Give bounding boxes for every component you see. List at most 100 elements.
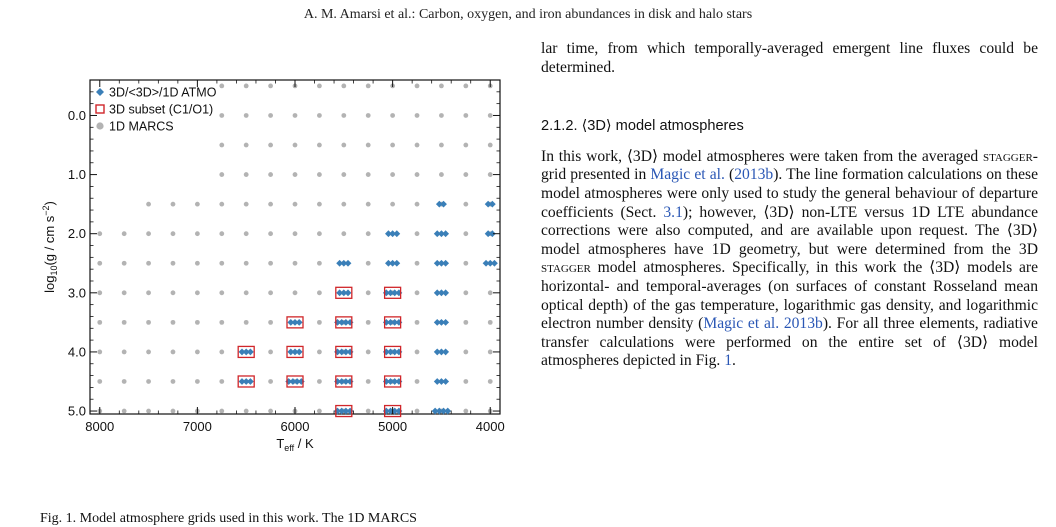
y-tick-label: 4.0 <box>68 344 86 359</box>
marcs-point <box>268 319 273 325</box>
marcs-point <box>121 379 127 384</box>
marcs-point <box>121 231 127 237</box>
marcs-point <box>487 113 493 118</box>
atmo-point <box>385 259 392 267</box>
marcs-point <box>219 231 225 237</box>
marcs-point <box>194 201 200 207</box>
marcs-point <box>170 408 176 414</box>
citation-link[interactable]: Magic et al. 2013b <box>703 315 823 333</box>
marcs-point <box>317 83 322 89</box>
marcs-point <box>243 201 249 207</box>
marcs-point <box>121 408 127 414</box>
marcs-point <box>268 142 273 148</box>
atmo-point <box>444 407 452 415</box>
atmo-point <box>338 378 346 385</box>
figure-caption: Fig. 1. Model atmosphere grids used in t… <box>40 511 417 526</box>
marcs-point <box>146 408 151 414</box>
marcs-point <box>146 379 151 384</box>
marcs-point <box>414 201 420 207</box>
atmo-point <box>435 407 443 415</box>
citation-year-link[interactable]: 2013b <box>734 166 774 184</box>
atmo-point <box>442 259 450 267</box>
marcs-point <box>414 408 420 414</box>
marcs-point <box>414 172 420 177</box>
atmo-point <box>484 230 492 238</box>
marcs-point <box>219 113 225 118</box>
atmo-point <box>438 318 445 326</box>
marcs-point <box>414 319 420 325</box>
atmo-point <box>389 230 397 238</box>
atmo-point <box>482 259 490 267</box>
marcs-point <box>121 290 127 296</box>
atmo-point <box>387 378 394 385</box>
marcs-point <box>219 290 225 296</box>
marcs-point <box>317 201 322 207</box>
atmo-point <box>491 259 498 267</box>
atmo-point <box>344 289 352 297</box>
marcs-point <box>390 172 396 177</box>
text-run: ). For all three elements, radiative tra… <box>541 315 1038 370</box>
marcs-point <box>414 113 420 118</box>
marcs-point <box>219 260 225 266</box>
atmo-point <box>440 200 447 208</box>
marcs-point <box>97 379 103 384</box>
atmo-point <box>438 230 445 238</box>
marcs-point <box>414 349 420 355</box>
subsection-heading: 2.1.2. ⟨3D⟩ model atmospheres <box>541 118 744 135</box>
marcs-point <box>97 349 103 355</box>
marcs-point <box>365 113 371 118</box>
marcs-point <box>243 172 249 177</box>
marcs-point <box>341 142 347 148</box>
x-tick-label: 8000 <box>85 419 114 434</box>
marcs-point <box>365 142 371 148</box>
marcs-point <box>219 201 225 207</box>
atmo-point <box>287 318 295 326</box>
subset-marker <box>383 316 402 329</box>
marcs-point <box>463 201 469 207</box>
marcs-point <box>414 83 420 89</box>
atmo-point <box>389 259 397 267</box>
marcs-point <box>463 319 469 325</box>
section-link[interactable]: 3.1 <box>663 203 683 221</box>
subset-marker <box>237 375 255 388</box>
paragraph-continued: lar time, from which temporally-averaged… <box>541 40 1038 76</box>
subset-marker <box>335 316 353 329</box>
atmo-point <box>382 407 390 415</box>
atmo-point <box>395 378 403 385</box>
marcs-point <box>243 231 249 237</box>
marcs-point <box>170 231 176 237</box>
marcs-point <box>390 201 396 207</box>
atmo-point <box>438 289 445 297</box>
atmo-point <box>291 318 299 326</box>
atmo-point <box>433 348 441 356</box>
marcs-point <box>268 260 273 266</box>
marcs-point <box>146 231 151 237</box>
marcs-point <box>97 260 103 266</box>
atmo-point <box>433 230 441 238</box>
subset-marker <box>335 375 353 388</box>
marcs-point <box>194 379 200 384</box>
marcs-point <box>243 319 249 325</box>
text-run: ( <box>724 166 735 184</box>
text-run: model atmospheres. Specifically, in this… <box>541 259 1038 333</box>
atmo-point <box>242 348 250 356</box>
atmo-point <box>342 348 350 356</box>
marcs-point <box>219 349 225 355</box>
subset-marker <box>286 345 304 359</box>
marcs-point <box>219 142 225 148</box>
atmo-point <box>393 259 401 267</box>
figure-link[interactable]: 1 <box>724 352 732 370</box>
marcs-point <box>268 290 273 296</box>
marcs-point <box>170 349 176 355</box>
marcs-point <box>414 260 420 266</box>
marcs-point <box>365 349 371 355</box>
citation-link[interactable]: Magic et al. <box>650 166 725 184</box>
marcs-point <box>170 201 176 207</box>
subset-marker <box>335 286 353 299</box>
text-run: ). The line formation calculations on th… <box>541 166 1038 221</box>
marcs-point <box>365 83 371 89</box>
atmo-point <box>442 230 450 238</box>
marcs-point <box>365 201 371 207</box>
marcs-point <box>268 231 273 237</box>
marcs-point <box>219 172 225 177</box>
